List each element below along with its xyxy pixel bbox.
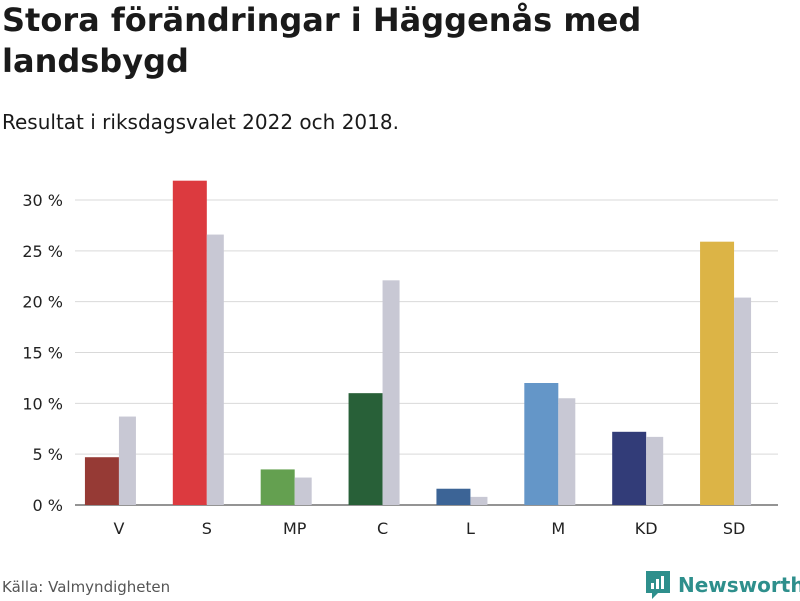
x-category-label: C: [377, 519, 388, 538]
y-tick-label: 20 %: [22, 293, 63, 312]
bar-2022-kd: [612, 431, 647, 505]
bar-2018-s: [206, 234, 224, 506]
x-category-label: S: [202, 519, 212, 538]
bar-2022-mp: [260, 469, 295, 505]
bar-2018-c: [382, 280, 400, 505]
x-category-label: SD: [723, 519, 745, 538]
y-tick-label: 30 %: [22, 191, 63, 210]
y-tick-label: 0 %: [33, 496, 63, 515]
x-category-label: MP: [283, 519, 307, 538]
chart-subtitle: Resultat i riksdagsvalet 2022 och 2018.: [2, 110, 399, 134]
x-category-label: V: [113, 519, 124, 538]
bar-2018-mp: [294, 477, 312, 505]
bar-2018-kd: [646, 436, 664, 505]
source-note: Källa: Valmyndigheten: [2, 578, 171, 596]
chart-title: Stora förändringar i Häggenås med landsb…: [2, 1, 642, 80]
bar-2022-m: [524, 383, 559, 505]
bar-2022-v: [84, 457, 119, 505]
y-tick-label: 5 %: [33, 445, 63, 464]
bar-2022-s: [172, 180, 207, 505]
bar-2022-l: [436, 488, 471, 505]
bar-2018-l: [470, 496, 488, 505]
bar-chart: 0 % 5 % 10 % 15 % 20 % 25 % 30 % V S MP C L M KD SD: [22, 180, 778, 538]
y-tick-label: 15 %: [22, 344, 63, 363]
bar-2018-sd: [734, 297, 752, 505]
x-category-label: M: [551, 519, 565, 538]
brand-name: Newsworthy: [678, 573, 800, 597]
bars: [84, 180, 752, 506]
newsworthy-logo-icon: [646, 571, 670, 599]
x-category-label: L: [466, 519, 475, 538]
y-axis-ticks: 0 % 5 % 10 % 15 % 20 % 25 % 30 %: [22, 191, 63, 515]
bar-2022-sd: [700, 241, 735, 505]
brand-logo[interactable]: Newsworthy: [644, 569, 800, 601]
y-tick-label: 25 %: [22, 242, 63, 261]
x-category-label: KD: [635, 519, 658, 538]
bar-2022-c: [348, 393, 383, 505]
bar-2018-m: [558, 398, 576, 505]
y-tick-label: 10 %: [22, 394, 63, 413]
x-axis-labels: V S MP C L M KD SD: [113, 519, 745, 538]
bar-2018-v: [118, 416, 136, 505]
